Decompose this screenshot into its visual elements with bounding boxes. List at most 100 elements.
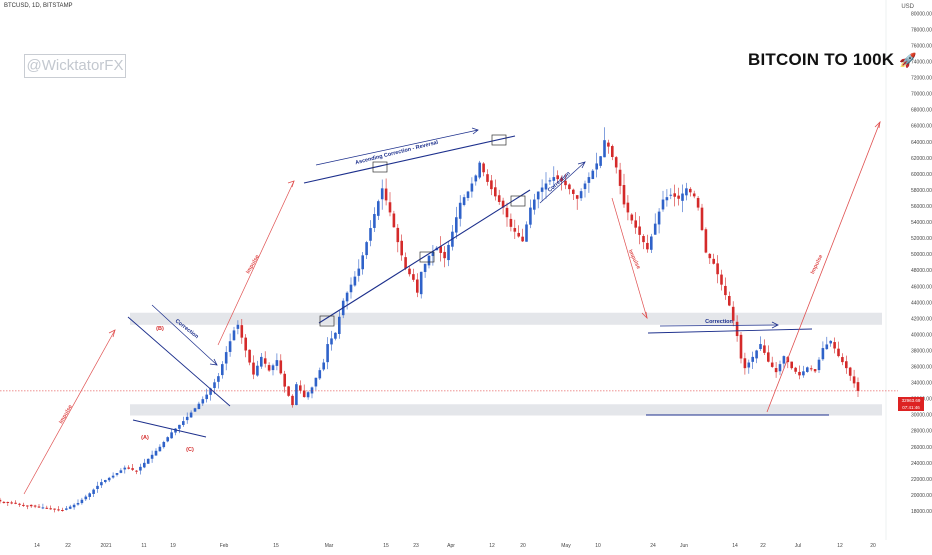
candle-body [747,362,751,368]
support-zone-0 [130,312,882,325]
annotation-label: (B) [156,326,164,332]
candle-body [443,251,446,259]
candle-body [84,496,88,500]
candle-body [739,334,743,359]
candle-body [377,201,380,216]
candle-body [185,416,189,421]
candle-body [263,358,267,364]
candle-body [458,202,462,219]
candle-body [373,214,376,228]
candle-body [462,197,466,205]
bar-countdown: 07:41:46 [902,405,920,410]
candle-body [322,362,325,370]
candle-body [127,467,130,469]
candle-body [626,202,630,213]
candle-body [751,356,754,362]
candle-body [232,330,236,341]
y-tick-label: 48000.00 [911,268,932,274]
candle-body [68,506,72,509]
candle-body [310,387,314,394]
arrowhead-3 [287,180,295,188]
candle-body [856,382,860,391]
arrowhead-4 [471,127,479,135]
candle-body [236,324,240,329]
y-tick-label: 44000.00 [911,300,932,306]
reversal-arrow [315,129,479,166]
candle-body [345,292,349,302]
candle-body [848,367,852,376]
candle-body [326,344,329,363]
x-tick-label: 14 [34,543,40,549]
annotation-label: (C) [186,447,194,453]
candle-body [408,268,411,275]
candle-body [474,175,478,182]
candle-body [829,340,832,344]
annotation-label: Impulse [627,249,642,270]
candle-body [174,428,177,433]
arrowhead-8 [874,120,881,129]
candle-body [494,187,497,197]
candle-body [728,295,731,306]
candle-body [595,163,598,170]
candle-body [560,177,563,182]
candle-body [334,332,337,339]
candle-body [614,157,618,168]
candle-body [330,338,333,345]
candle-body [591,170,595,180]
y-tick-label: 70000.00 [911,92,932,98]
candle-body [813,369,817,372]
annotation-label: Impulse [245,254,261,275]
candle-body [618,169,622,186]
candle-body [790,361,793,369]
candle-body [692,193,696,197]
candle-body [513,228,517,232]
candle-body [841,357,844,363]
candle-body [139,466,142,471]
candle-body [509,218,513,227]
candle-body [396,227,400,243]
candle-body [657,211,661,225]
y-tick-label: 24000.00 [911,461,932,467]
candle-body [556,175,559,180]
candle-body [338,316,341,334]
candle-body [482,163,485,173]
candle-body [26,505,29,507]
candle-body [201,399,205,404]
y-tick-label: 66000.00 [911,124,932,130]
annotation-label: Impulse [58,404,74,425]
candle-body [681,193,684,201]
watermark-logo: @WicktatorFX [24,54,126,78]
y-tick-label: 76000.00 [911,43,932,49]
candle-body [575,195,579,199]
candle-body [291,395,294,406]
candle-body [244,337,247,351]
candle-body [18,503,21,505]
projection-arrow [766,121,881,413]
correction-lower [132,419,207,438]
candle-body [607,142,610,147]
y-tick-label: 60000.00 [911,172,932,178]
y-tick-label: 52000.00 [911,236,932,242]
range-upper [647,328,813,334]
candle-body [806,367,809,372]
y-tick-label: 58000.00 [911,188,932,194]
candle-body [45,507,49,509]
candle-body [466,191,470,198]
candle-body [642,236,645,243]
candle-body [794,367,797,372]
candle-body [665,197,669,201]
candle-body [53,508,56,510]
candle-body [361,255,364,270]
candle-body [708,253,712,259]
y-tick-label: 18000.00 [911,509,932,515]
candle-body [821,348,825,360]
candle-body [774,368,778,373]
candle-body [197,403,201,410]
y-tick-label: 38000.00 [911,348,932,354]
y-tick-label: 26000.00 [911,445,932,451]
candle-body [252,362,255,375]
x-tick-label: Apr [447,543,455,549]
y-tick-label: 28000.00 [911,429,932,435]
